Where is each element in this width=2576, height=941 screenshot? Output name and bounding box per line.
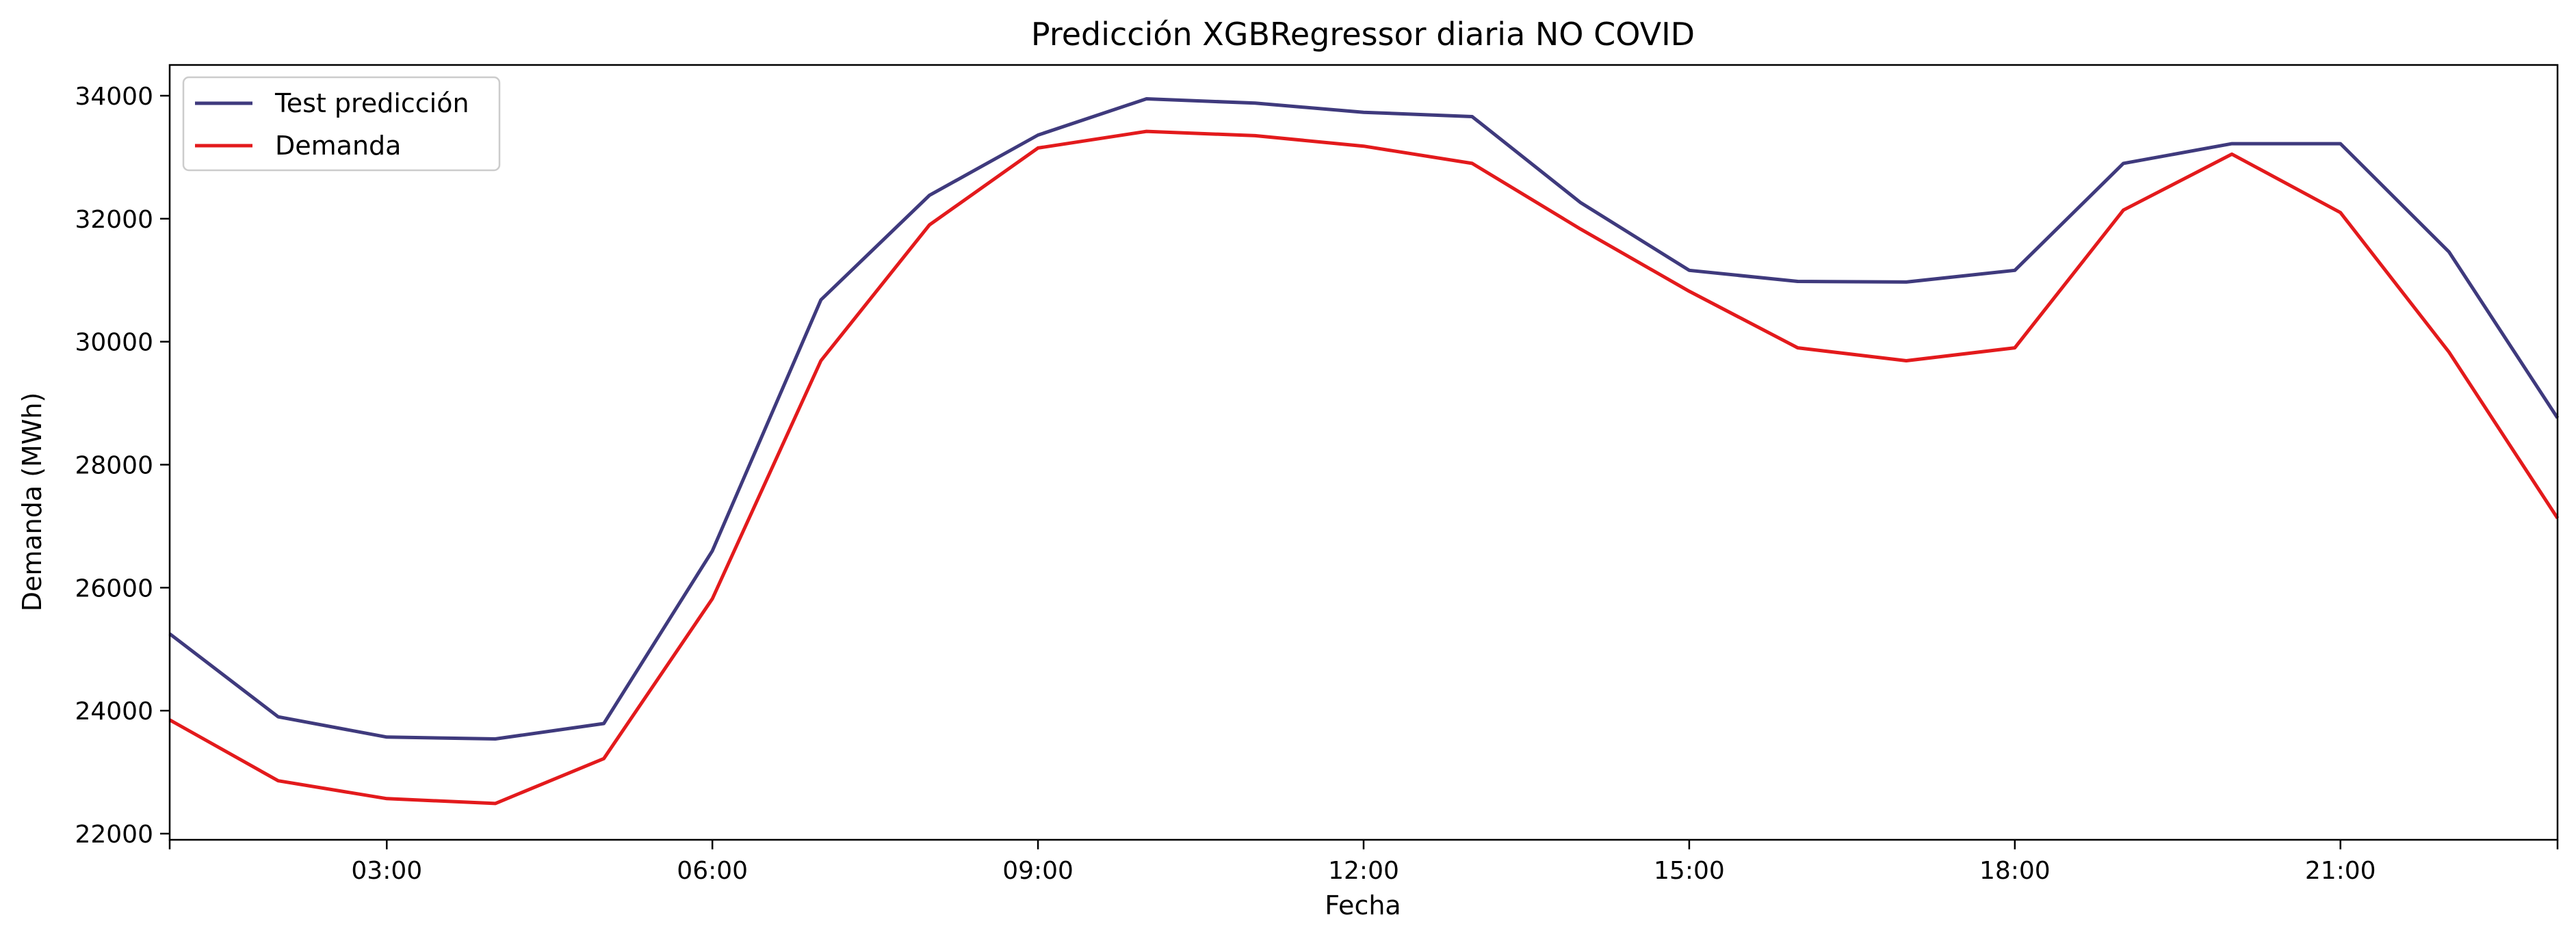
y-axis-label: Demanda (MWh) [17,393,47,612]
x-tick-label: 18:00 [1979,857,2051,885]
x-tick-label: 06:00 [677,857,748,885]
chart-title: Predicción XGBRegressor diaria NO COVID [1031,16,1695,53]
y-tick-label: 28000 [75,451,153,479]
legend-label: Demanda [275,131,401,161]
y-tick-label: 22000 [75,821,153,849]
y-tick-label: 24000 [75,698,153,726]
x-tick-label: 03:00 [351,857,422,885]
y-tick-label: 34000 [75,83,153,111]
series-line-1 [168,129,2560,806]
plot-frame [168,64,2559,841]
legend-box [182,76,501,172]
plot-area [168,64,2560,841]
y-axis: 22000 24000 26000 28000 30000 32000 34000 [75,83,170,849]
legend-label: Test predicción [274,88,469,118]
x-tick-label: 15:00 [1654,857,1725,885]
x-tick-label: 12:00 [1328,857,1399,885]
x-axis: 03:00 06:00 09:00 12:00 15:00 18:00 21:00 [168,840,2559,885]
legend: Test predicción Demanda [182,76,501,172]
x-tick-label: 09:00 [1002,857,1074,885]
series-layer [168,97,2560,806]
x-tick-label: 21:00 [2305,857,2376,885]
y-tick-label: 30000 [75,329,153,357]
y-tick-label: 32000 [75,206,153,234]
series-line-0 [168,97,2560,741]
y-tick-label: 26000 [75,574,153,602]
x-axis-label: Fecha [1325,890,1401,920]
